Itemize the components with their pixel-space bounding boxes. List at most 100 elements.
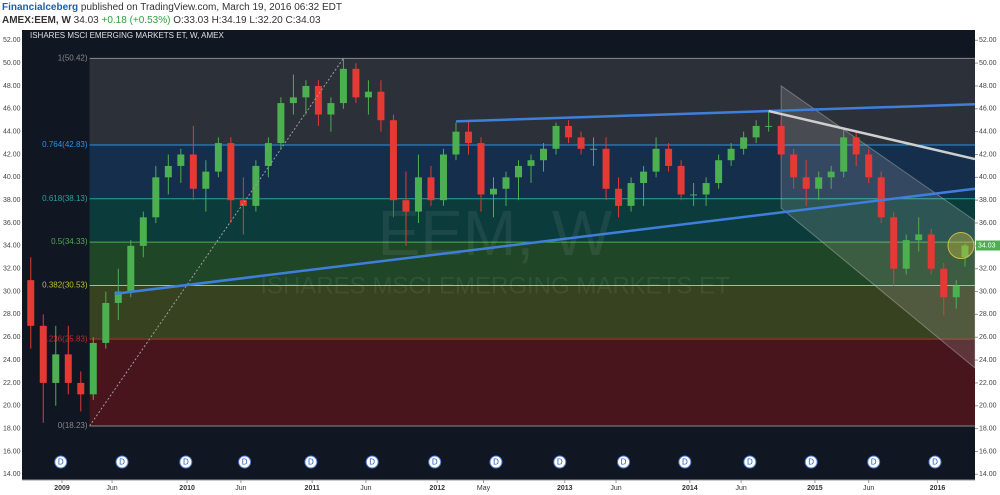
- candle-body: [339, 68, 347, 104]
- x-tick-label: 2014: [682, 485, 698, 492]
- candle-body: [214, 143, 222, 172]
- y-tick-label: 18.00: [979, 425, 997, 432]
- author[interactable]: Financialceberg: [2, 2, 79, 13]
- header: Financialceberg published on TradingView…: [2, 1, 342, 27]
- dividend-label: D: [183, 458, 189, 467]
- dividend-label: D: [432, 458, 438, 467]
- y-tick-label-left: 14.00: [3, 471, 21, 478]
- candle-body: [202, 171, 210, 189]
- x-tick-label: 2009: [54, 485, 70, 492]
- candle-body: [39, 325, 47, 383]
- candle-body: [327, 103, 335, 115]
- y-tick-label: 14.00: [979, 471, 997, 478]
- dividend-label: D: [682, 458, 688, 467]
- y-tick-label: 52.00: [979, 37, 997, 44]
- candle-body: [540, 148, 548, 161]
- candle-body: [790, 154, 798, 178]
- y-tick-label-left: 18.00: [3, 425, 21, 432]
- y-tick-label-left: 16.00: [3, 448, 21, 455]
- dividend-label: D: [58, 458, 64, 467]
- y-tick-label-left: 22.00: [3, 380, 21, 387]
- y-tick-label-left: 42.00: [3, 151, 21, 158]
- price-tag-label: 34.03: [978, 242, 996, 249]
- y-tick-label: 36.00: [979, 220, 997, 227]
- candle-body: [527, 160, 535, 166]
- y-tick-label-left: 48.00: [3, 83, 21, 90]
- y-tick-label: 42.00: [979, 151, 997, 158]
- dividend-marker: [867, 455, 881, 469]
- candle-body: [915, 234, 923, 241]
- x-tick-label: Jun: [235, 485, 246, 492]
- y-tick-label: 44.00: [979, 128, 997, 135]
- x-tick-label: May: [477, 485, 491, 492]
- y-tick-label-left: 24.00: [3, 357, 21, 364]
- candle-body: [902, 240, 910, 269]
- dividend-label: D: [369, 458, 375, 467]
- dividend-label: D: [119, 458, 125, 467]
- channel: [780, 85, 976, 370]
- candle-body: [27, 280, 35, 326]
- candle-body: [227, 143, 235, 201]
- dividend-marker: [365, 455, 379, 469]
- x-tick-label: 2013: [557, 485, 573, 492]
- candle-body: [765, 125, 773, 127]
- fib-label: 0.618(38.13): [42, 194, 88, 203]
- candle-body: [715, 160, 723, 184]
- candle-body: [402, 200, 410, 212]
- dividend-marker: [304, 455, 318, 469]
- candle-body: [52, 354, 60, 383]
- y-tick-label: 22.00: [979, 380, 997, 387]
- candle-body: [352, 68, 360, 98]
- candle-body: [177, 154, 185, 166]
- candle-body: [427, 177, 435, 201]
- y-tick-label-left: 34.00: [3, 243, 21, 250]
- candle-body: [677, 165, 685, 195]
- candle-body: [89, 342, 97, 395]
- candle-body: [264, 143, 272, 166]
- trendline: [768, 109, 976, 161]
- fib-band: [89, 145, 976, 199]
- x-tick-label: 2015: [807, 485, 823, 492]
- fib-label: 0.382(30.53): [42, 281, 88, 290]
- dividend-marker: [804, 455, 818, 469]
- candle-body: [377, 91, 385, 121]
- fib-label: 0.5(34.33): [51, 237, 88, 246]
- y-tick-label-left: 52.00: [3, 37, 21, 44]
- candle-body: [302, 85, 310, 98]
- candle-body: [665, 148, 673, 166]
- candle-body: [890, 217, 898, 269]
- last: 34.03: [73, 15, 99, 26]
- candle-body: [752, 125, 760, 138]
- y-tick-label: 16.00: [979, 448, 997, 455]
- candle-body: [627, 183, 635, 206]
- candle-body: [239, 200, 247, 206]
- y-tick-label: 38.00: [979, 197, 997, 204]
- y-tick-label: 24.00: [979, 357, 997, 364]
- dividend-label: D: [621, 458, 627, 467]
- price-tag: [976, 240, 1000, 251]
- dividend-marker: [238, 455, 252, 469]
- fib-label: 0.236(25.83): [42, 334, 88, 343]
- dividend-label: D: [747, 458, 753, 467]
- fib-band: [89, 285, 976, 340]
- x-tick-label: 2012: [429, 485, 445, 492]
- x-tick-label: Jun: [735, 485, 746, 492]
- dividend-marker: [179, 455, 193, 469]
- fib-band: [89, 58, 976, 146]
- candle-body: [815, 177, 823, 189]
- trendline: [114, 187, 976, 296]
- candle-body: [414, 177, 422, 212]
- candle-body: [615, 188, 623, 206]
- dividend-label: D: [557, 458, 563, 467]
- candle-body: [515, 165, 523, 178]
- candle-body: [289, 97, 297, 104]
- watermark-subtitle: ISHARES MSCI EMERGING MARKETS ET: [260, 272, 730, 299]
- candle-body: [940, 268, 948, 298]
- trendline: [89, 58, 344, 427]
- candle-body: [189, 154, 197, 189]
- publish-line: Financialceberg published on TradingView…: [2, 1, 342, 14]
- candle-body: [477, 143, 485, 195]
- candle-body: [877, 177, 885, 218]
